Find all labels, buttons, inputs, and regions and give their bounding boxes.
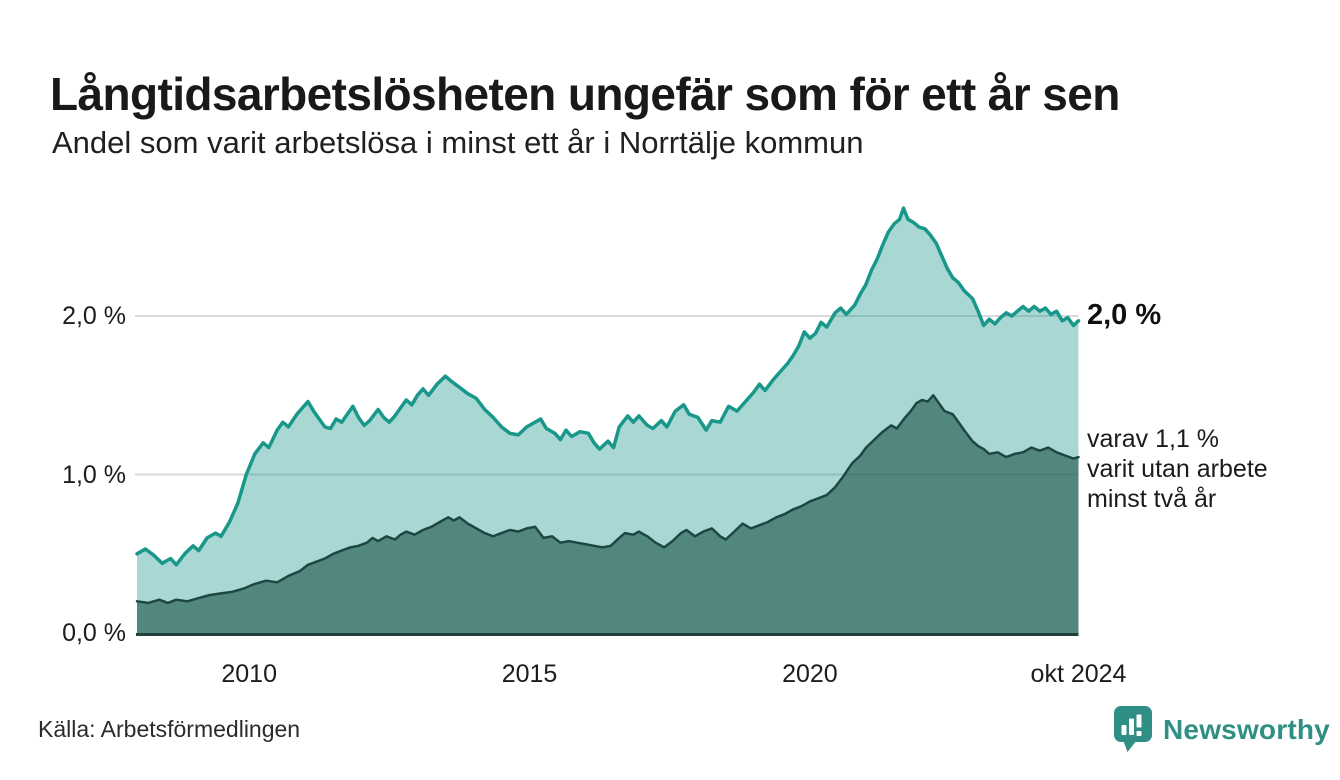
subset-label-line: minst två år [1087,485,1217,513]
subset-label-line: varit utan arbete [1087,455,1268,483]
line-series-0 [135,206,1081,567]
newsworthy-logo-icon [1114,706,1152,753]
y-tick-label: 2,0 % [62,302,126,330]
page-title: Långtidsarbetslösheten ungefär som för e… [50,67,1120,120]
y-tick-label: 0,0 % [62,619,126,647]
x-tick-label: 2020 [782,660,838,688]
line-series-1 [135,394,1080,605]
newsworthy-logo-text: Newsworthy [1163,713,1330,745]
end-value-label-subset: varav 1,1 % varit utan arbete minst två … [1087,424,1268,514]
area-fill-series-1 [137,395,1079,633]
end-value-label-total: 2,0 % [1087,299,1162,331]
y-tick-label: 1,0 % [62,460,126,489]
chart-subtitle: Andel som varit arbetslösa i minst ett å… [52,125,864,160]
source-credit: Källa: Arbetsförmedlingen [38,716,301,742]
newsworthy-logo[interactable]: Newsworthy [1114,706,1330,753]
subset-label-line: varav 1,1 % [1087,425,1220,453]
x-tick-label: 2015 [501,660,558,688]
x-tick-label: okt 2024 [1030,660,1127,688]
x-tick-label: 2010 [221,660,277,688]
